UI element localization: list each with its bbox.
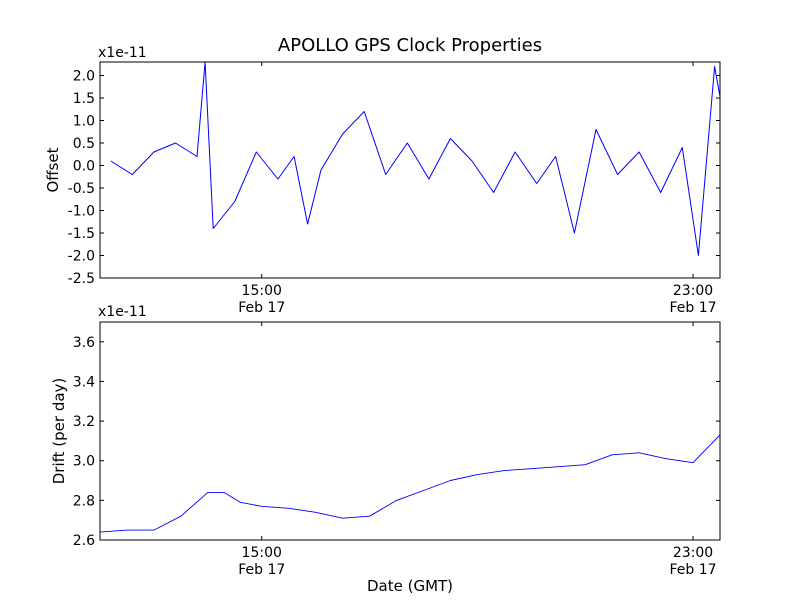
offset-y-tick-label: -0.5 <box>68 181 95 197</box>
drift-x-tick-date: Feb 17 <box>238 562 285 578</box>
offset-y-tick-label: -2.5 <box>68 271 95 287</box>
offset-exponent-label: x1e-11 <box>98 45 147 61</box>
offset-y-tick-label: -1.5 <box>68 226 95 242</box>
drift-series-line <box>100 434 720 533</box>
offset-y-tick-label: -2.0 <box>68 249 95 265</box>
offset-x-tick-date: Feb 17 <box>670 300 717 316</box>
offset-y-tick-label: 1.5 <box>73 91 95 107</box>
offset-y-tick-label: 0.0 <box>73 159 95 175</box>
drift-y-tick-label: 3.2 <box>73 414 95 430</box>
drift-x-tick-time: 15:00 <box>242 545 282 561</box>
offset-y-tick-label: 1.0 <box>73 114 95 130</box>
drift-exponent-label: x1e-11 <box>98 304 147 320</box>
drift-plot-frame <box>99 321 721 541</box>
offset-plot-frame <box>99 61 721 279</box>
drift-panel: x1e-11 Drift (per day) 3.6 3.4 3.2 3.0 2.8 2.… <box>50 304 721 578</box>
offset-y-tick-label: 2.0 <box>73 69 95 85</box>
offset-y-tick-label: -1.0 <box>68 204 95 220</box>
drift-series <box>100 434 720 533</box>
drift-y-axis-label: Drift (per day) <box>50 378 68 485</box>
drift-x-tick-time: 23:00 <box>673 545 713 561</box>
offset-x-tick-date: Feb 17 <box>238 300 285 316</box>
drift-x-tick-date: Feb 17 <box>670 562 717 578</box>
offset-panel: x1e-11 Offset 2.0 1.5 1.0 0.5 0.0 -0.5 -1.0 -1.… <box>44 45 721 316</box>
offset-y-axis-label: Offset <box>44 147 62 192</box>
offset-ticks: 2.0 1.5 1.0 0.5 0.0 -0.5 -1.0 -1.5 -2.0 -2.5 15:00… <box>68 62 720 316</box>
drift-y-tick-label: 3.0 <box>73 454 95 470</box>
chart-title: APOLLO GPS Clock Properties <box>278 35 542 56</box>
x-axis-label: Date (GMT) <box>367 577 453 595</box>
drift-y-tick-label: 3.4 <box>73 374 95 390</box>
offset-y-tick-label: 0.5 <box>73 136 95 152</box>
offset-x-tick-time: 15:00 <box>242 283 282 299</box>
drift-y-tick-label: 2.6 <box>73 533 95 549</box>
offset-series <box>110 62 720 256</box>
drift-y-tick-label: 2.8 <box>73 493 95 509</box>
drift-y-tick-label: 3.6 <box>73 335 95 351</box>
offset-series-line <box>110 62 720 256</box>
offset-x-tick-time: 23:00 <box>673 283 713 299</box>
